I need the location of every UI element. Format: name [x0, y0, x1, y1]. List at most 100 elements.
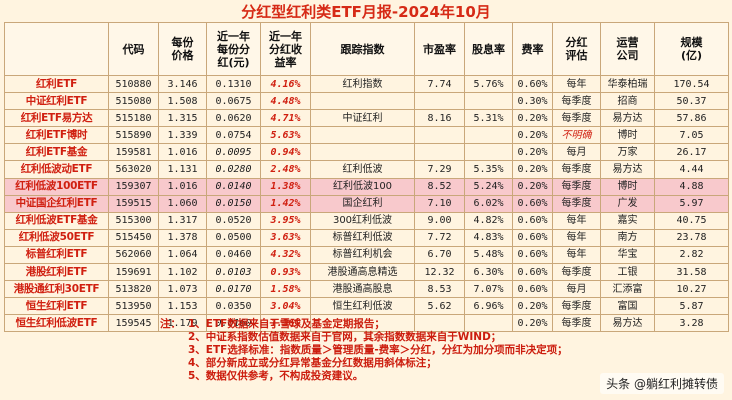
cell-code: 159691 — [108, 263, 159, 282]
note-item: 4、部分新成立或分红异常基金分红数据用斜体标注； — [188, 357, 437, 369]
cell-pe: 8.52 — [414, 177, 465, 196]
notes: 注： 1、ETF数据来自于雪球及基金定期报告； 2、中证系指数估值数据来自于官网，… — [160, 318, 720, 383]
cell-code: 562060 — [108, 245, 159, 265]
cell-yield: 4.32% — [260, 245, 311, 265]
cell-dy — [464, 92, 513, 111]
cell-index: 300红利低波 — [310, 211, 415, 230]
note-row: 5、数据仅供参考，不构成投资建议。 — [160, 370, 720, 383]
cell-price: 1.060 — [158, 194, 207, 213]
cell-yield: 3.63% — [260, 228, 311, 247]
note-row: 3、ETF选择标准：指数质量＞管理质量-费率＞分红，分红为加分项而非决定项； — [160, 344, 720, 357]
cell-yield: 3.04% — [260, 297, 311, 316]
cell-pe: 12.32 — [414, 263, 465, 282]
cell-name: 中证红利ETF — [4, 92, 109, 111]
table-row: 港股通红利30ETF 513820 1.073 0.0170 1.58% 港股通高股息 8.… — [4, 280, 729, 299]
cell-price: 1.131 — [158, 160, 207, 179]
cell-name: 红利低波50ETF — [4, 228, 109, 247]
cell-index: 恒生红利低波 — [310, 297, 415, 316]
cell-fee: 0.20% — [512, 297, 553, 316]
cell-name: 港股红利ETF — [4, 263, 109, 282]
cell-dy — [464, 143, 513, 162]
cell-price: 1.339 — [158, 126, 207, 145]
etf-table: 代码 每份 价格 近一年 每份分 红(元) 近一年 分红收 益率 跟踪指数 市盈率 股息率 费率 分红 评估… — [4, 22, 729, 333]
cell-index — [310, 143, 415, 162]
cell-company: 易方达 — [600, 160, 655, 179]
cell-yield: 1.42% — [260, 194, 311, 213]
table-row: 红利低波动ETF 563020 1.131 0.0280 2.48% 红利低波 7.29 5.… — [4, 160, 729, 179]
cell-name: 红利低波ETF基金 — [4, 211, 109, 230]
cell-company: 华泰柏瑞 — [600, 74, 655, 94]
note-item: 2、中证系指数估值数据来自于官网，其余指数数据来自于WIND； — [188, 331, 502, 343]
note-item: 3、ETF选择标准：指数质量＞管理质量-费率＞分红，分红为加分项而非决定项； — [188, 344, 568, 356]
cell-freq: 每年 — [552, 74, 601, 94]
cell-dy: 5.31% — [464, 109, 513, 128]
cell-name: 红利ETF博时 — [4, 126, 109, 145]
table-row: 中证国企红利ETF 159515 1.060 0.0150 1.42% 国企红利 7.10 6… — [4, 194, 729, 213]
cell-div: 0.0170 — [206, 280, 261, 299]
cell-dy: 6.02% — [464, 194, 513, 213]
cell-index: 中证红利 — [310, 109, 415, 128]
cell-div: 0.0754 — [206, 126, 261, 145]
cell-dy: 4.82% — [464, 211, 513, 230]
cell-company: 嘉实 — [600, 211, 655, 230]
cell-code: 515890 — [108, 126, 159, 145]
cell-dy: 5.48% — [464, 245, 513, 265]
cell-freq: 每季度 — [552, 194, 601, 213]
cell-size: 5.87 — [654, 297, 729, 316]
note-lead: 注： — [160, 318, 181, 330]
table-row: 红利低波100ETF 159307 1.016 0.0140 1.38% 红利低波100 8… — [4, 177, 729, 196]
column-header: 费率 — [512, 22, 553, 76]
cell-name: 中证国企红利ETF — [4, 194, 109, 213]
cell-fee: 0.60% — [512, 211, 553, 230]
cell-fee: 0.20% — [512, 109, 553, 128]
cell-pe: 7.29 — [414, 160, 465, 179]
cell-div: 0.0095 — [206, 143, 261, 162]
cell-pe — [414, 126, 465, 145]
page-title: 分红型红利类ETF月报-2024年10月 — [241, 3, 491, 21]
cell-index: 标普红利低波 — [310, 228, 415, 247]
header-row: 代码 每份 价格 近一年 每份分 红(元) 近一年 分红收 益率 跟踪指数 市盈率 股息率 费率 分红 评估… — [4, 22, 729, 76]
cell-freq: 每季度 — [552, 109, 601, 128]
cell-fee: 0.20% — [512, 177, 553, 196]
table-row: 红利ETF博时 515890 1.339 0.0754 5.63% 0.20% 不明确 博时 7… — [4, 126, 729, 145]
table-row: 港股红利ETF 159691 1.102 0.0103 0.93% 港股通高息精选 12.3… — [4, 263, 729, 282]
cell-pe — [414, 143, 465, 162]
cell-company: 南方 — [600, 228, 655, 247]
cell-index: 标普红利机会 — [310, 245, 415, 265]
cell-fee: 0.20% — [512, 143, 553, 162]
cell-div: 0.0675 — [206, 92, 261, 111]
cell-price: 1.153 — [158, 297, 207, 316]
source-watermark: 头条 @躺红利摊转债 — [600, 373, 724, 394]
cell-div: 0.1310 — [206, 74, 261, 94]
cell-freq: 每年 — [552, 228, 601, 247]
table-row: 红利ETF易方达 515180 1.315 0.0620 4.71% 中证红利 8.16 5.… — [4, 109, 729, 128]
cell-dy: 5.76% — [464, 74, 513, 94]
cell-freq: 每月 — [552, 280, 601, 299]
cell-yield: 4.71% — [260, 109, 311, 128]
cell-company: 博时 — [600, 126, 655, 145]
cell-index — [310, 92, 415, 111]
cell-size: 4.44 — [654, 160, 729, 179]
cell-pe: 7.10 — [414, 194, 465, 213]
cell-name: 红利低波100ETF — [4, 177, 109, 196]
cell-company: 招商 — [600, 92, 655, 111]
cell-name: 恒生红利低波ETF — [4, 314, 109, 333]
cell-code: 159515 — [108, 194, 159, 213]
cell-pe: 9.00 — [414, 211, 465, 230]
table-row: 红利ETF基金 159581 1.016 0.0095 0.94% 0.20% 每月 万家 26… — [4, 143, 729, 162]
cell-code: 159307 — [108, 177, 159, 196]
cell-company: 富国 — [600, 297, 655, 316]
cell-price: 3.146 — [158, 74, 207, 94]
cell-div: 0.0280 — [206, 160, 261, 179]
cell-div: 0.0160 — [206, 314, 261, 333]
cell-price: 1.073 — [158, 280, 207, 299]
cell-yield: 2.48% — [260, 160, 311, 179]
table-body: 红利ETF 510880 3.146 0.1310 4.16% 红利指数 7.74 5.76%… — [4, 74, 729, 333]
cell-size: 10.27 — [654, 280, 729, 299]
cell-price: 1.102 — [158, 263, 207, 282]
note-item: 5、数据仅供参考，不构成投资建议。 — [188, 370, 364, 382]
cell-company: 易方达 — [600, 109, 655, 128]
table-row: 恒生红利ETF 513950 1.153 0.0350 3.04% 恒生红利低波 5.62 6… — [4, 297, 729, 316]
cell-company: 广发 — [600, 194, 655, 213]
cell-fee: 0.60% — [512, 245, 553, 265]
